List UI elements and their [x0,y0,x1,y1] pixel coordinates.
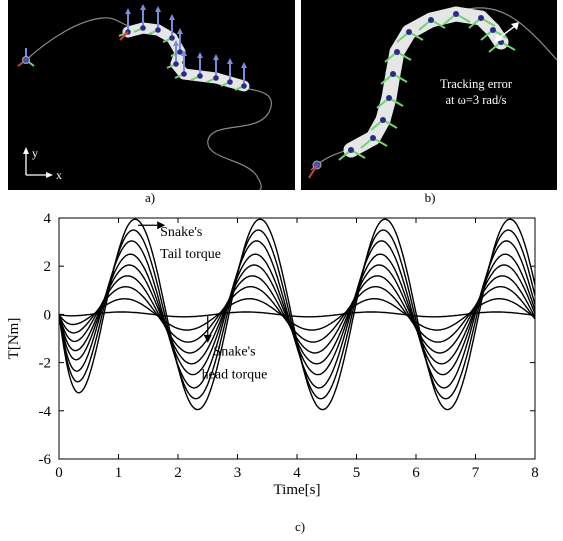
y-tick-label: -4 [39,404,52,420]
joint-marker [394,49,400,55]
origin-marker [22,56,30,64]
x-tick-label: 1 [115,465,123,481]
up-arrowhead [173,40,179,46]
x-tick-label: 3 [234,465,242,481]
snake-robot-view-a [17,4,272,190]
joint-marker [177,49,183,55]
head-annotation-line1: Snake's [213,344,255,359]
panel-b-caption: b) [424,190,436,205]
y-tick-label: -2 [39,356,52,372]
torque-series-line [59,218,535,411]
joint-marker [197,73,203,79]
x-tick-label: 7 [472,465,480,481]
panel-b-simulation: Tracking error at ω=3 rad/s [301,0,557,190]
joint-marker [490,27,496,33]
panel-c-caption: c) [294,519,306,534]
torque-series-line [59,229,535,400]
axis-y-label: y [32,146,38,160]
tracking-error-arrowhead-2 [511,22,519,30]
joint-marker [241,83,247,89]
joint-marker [390,71,396,77]
torque-series-line [59,311,535,318]
tail-annotation-line1: Snake's [160,225,202,240]
up-arrowhead [227,58,233,64]
joint-marker [406,29,412,35]
reference-path [25,17,137,61]
up-arrowhead [140,4,146,10]
axis-x-label: x [56,168,62,182]
joint-marker [478,15,484,21]
torque-series-line [59,297,535,331]
tail-annotation-arrowhead [157,221,166,230]
joint-marker [370,135,376,141]
up-arrowhead [125,8,131,14]
torque-chart: 0 1 2 3 4 5 6 7 8-6-4-2024Time[s]T[Nm]Snake'sTai… [6,211,539,498]
y-tick-label: 4 [44,211,52,227]
tracking-error-label: Tracking error at ω=3 rad/s [421,76,531,108]
joint-marker [213,75,219,81]
joint-marker [386,95,392,101]
joint-marker [348,147,354,153]
x-tick-label: 2 [174,465,182,481]
head-annotation-line2: head torque [202,367,268,382]
reference-path-tail [207,87,272,190]
x-tick-label: 8 [531,465,539,481]
panel-a-caption: a) [144,190,156,205]
panel-a-simulation: y x [8,0,295,190]
torque-series-line [59,285,535,343]
joint-marker [173,61,179,67]
joint-marker [155,27,161,33]
head-axis [119,31,129,41]
joint-marker [428,17,434,23]
up-arrowhead [177,28,183,34]
up-arrowhead [241,62,247,68]
joint-marker [169,35,175,41]
joint-marker [140,25,146,31]
up-arrowhead [213,54,219,60]
tracking-error-line2: at ω=3 rad/s [445,93,507,107]
up-arrowhead [197,52,203,58]
x-tick-label: 5 [353,465,361,481]
up-arrowhead [181,50,187,56]
y-tick-label: 0 [44,307,52,323]
x-axis-label: Time[s] [274,482,321,498]
head-annotation-arrowhead [203,334,212,343]
tail-annotation-line2: Tail torque [160,247,221,262]
x-tick-label: 0 [55,465,63,481]
x-tick-label: 6 [412,465,420,481]
frame-y-arrowhead [23,147,29,154]
head-axis [308,164,318,179]
frame-x-arrowhead [46,172,53,178]
tracking-error-arrowhead-1 [495,34,503,42]
joint-marker [380,117,386,123]
up-arrowhead [169,14,175,20]
tracking-error-line1: Tracking error [439,77,513,91]
joint-marker [181,71,187,77]
tracking-error-arrow [498,25,516,39]
joint-marker [227,79,233,85]
up-arrowhead [155,6,161,12]
y-axis-label: T[Nm] [6,318,22,360]
joint-marker [453,11,459,17]
snake-robot-view-b [308,6,557,179]
y-tick-label: 2 [44,259,52,275]
y-tick-label: -6 [39,452,52,468]
x-tick-label: 4 [293,465,301,481]
